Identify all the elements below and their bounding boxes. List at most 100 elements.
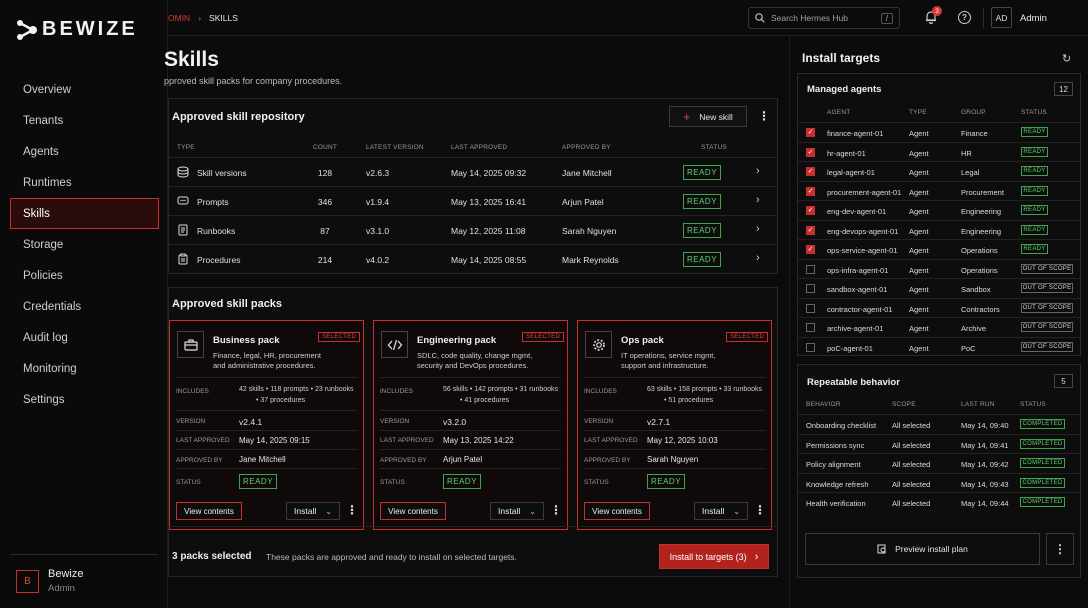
pack-card-business-pack[interactable]: Business pack SELECTED Finance, legal, HR,… <box>169 320 364 530</box>
table-row[interactable]: sandbox-agent-01 Agent Sandbox OUT OF SCOPE <box>798 278 1080 298</box>
agent-checkbox[interactable]: ✓ <box>806 245 815 254</box>
agent-checkbox[interactable] <box>806 303 815 313</box>
divider <box>176 377 357 378</box>
sidebar-item-overview[interactable]: Overview <box>23 84 71 96</box>
table-row[interactable]: Onboarding checklist All selected May 14, … <box>798 414 1080 434</box>
search-input[interactable] <box>771 13 871 23</box>
install-dropdown-button[interactable]: Install ⌄ <box>490 502 544 520</box>
sidebar-item-audit-log[interactable]: Audit log <box>23 332 68 344</box>
table-row[interactable]: poC-agent-01 Agent PoC OUT OF SCOPE <box>798 336 1080 357</box>
agent-name: poC-agent-01 <box>827 343 873 353</box>
sidebar-item-runtimes[interactable]: Runtimes <box>23 177 72 189</box>
agent-status-badge: READY <box>1021 127 1048 137</box>
agent-checkbox[interactable]: ✓ <box>806 225 815 235</box>
table-row[interactable]: Permissions sync All selected May 14, 09:4… <box>798 433 1080 454</box>
agent-checkbox[interactable] <box>806 264 815 274</box>
pack-more-icon[interactable]: ⋮ <box>346 503 358 517</box>
install-dropdown-button[interactable]: Install ⌄ <box>694 502 748 520</box>
bell-icon[interactable] <box>924 10 938 24</box>
brand-logo[interactable]: BEWIZE <box>16 18 138 41</box>
agent-checkbox[interactable]: ✓ <box>806 206 815 215</box>
sidebar-item-settings[interactable]: Settings <box>23 394 65 406</box>
table-row[interactable]: ✓ eng-dev-agent-01 Agent Engineering READY <box>798 200 1080 220</box>
repository-more-icon[interactable]: ⋮ <box>758 109 770 123</box>
table-row[interactable]: ✓ finance-agent-01 Agent Finance READY <box>798 122 1080 142</box>
table-row[interactable]: ✓ ops-service-agent-01 Agent Operations READ… <box>798 239 1080 259</box>
approved-by-value: Jane Mitchell <box>239 455 286 464</box>
new-skill-button[interactable]: + New skill <box>669 106 747 127</box>
preview-icon <box>877 544 886 554</box>
account-avatar[interactable]: AD <box>991 7 1012 28</box>
agent-checkbox[interactable]: ✓ <box>806 167 815 176</box>
help-icon[interactable]: ? <box>958 11 971 24</box>
sidebar-item-monitoring[interactable]: Monitoring <box>23 363 77 375</box>
code-icon <box>381 331 408 358</box>
sidebar-item-agents[interactable]: Agents <box>23 146 59 158</box>
search-box[interactable]: / <box>748 7 900 29</box>
pack-more-icon[interactable]: ⋮ <box>754 503 766 517</box>
row-type: Procedures <box>197 255 241 265</box>
refresh-icon[interactable]: ↻ <box>1062 53 1072 65</box>
view-contents-button[interactable]: View contents <box>176 502 242 520</box>
repeatable-behavior-box: Repeatable behavior 5 BEHAVIOR SCOPE LAST … <box>797 364 1081 578</box>
preview-more-button[interactable]: ⋮ <box>1046 533 1074 565</box>
table-row[interactable]: Knowledge refresh All selected May 14, 09:… <box>798 472 1080 493</box>
agent-name: contractor-agent-01 <box>827 304 893 314</box>
behavior-last-run: May 14, 09:42 <box>961 460 1009 469</box>
pack-more-icon[interactable]: ⋮ <box>550 503 562 517</box>
agent-checkbox[interactable]: ✓ <box>806 186 815 196</box>
table-row[interactable]: ✓ procurement-agent-01 Agent Procurement REA… <box>798 180 1080 201</box>
sidebar-item-skills[interactable]: Skills <box>10 198 159 229</box>
preview-install-plan-button[interactable]: Preview install plan <box>805 533 1040 565</box>
table-row[interactable]: archive-agent-01 Agent Archive OUT OF SCOPE <box>798 317 1080 337</box>
chevron-right-icon[interactable]: › <box>756 165 760 177</box>
preview-install-plan-label: Preview install plan <box>895 544 968 554</box>
install-to-targets-button[interactable]: Install to targets (3) › <box>659 544 769 569</box>
chevron-right-icon[interactable]: › <box>756 223 760 235</box>
agent-status-badge: OUT OF SCOPE <box>1021 263 1073 274</box>
view-contents-button[interactable]: View contents <box>380 502 446 520</box>
agent-checkbox[interactable] <box>806 323 815 332</box>
user-profile[interactable]: B Bewize Admin <box>16 568 83 594</box>
table-row[interactable]: Policy alignment All selected May 14, 09:4… <box>798 453 1080 473</box>
agent-checkbox[interactable] <box>806 284 815 293</box>
view-contents-button[interactable]: View contents <box>584 502 650 520</box>
install-dropdown-button[interactable]: Install ⌄ <box>286 502 340 520</box>
table-row[interactable]: ops-infra-agent-01 Agent Operations OUT OF … <box>798 258 1080 279</box>
agent-type: Agent <box>909 207 929 216</box>
sidebar-item-policies[interactable]: Policies <box>23 270 63 282</box>
sidebar-item-tenants[interactable]: Tenants <box>23 115 64 127</box>
pack-description: IT operations, service mgmt, <box>621 351 716 360</box>
table-row[interactable]: Health verification All selected May 14, 0… <box>798 492 1080 512</box>
table-row[interactable]: Skill versions 128 v2.6.3 May 14, 2025 09:3… <box>169 157 777 186</box>
account-name[interactable]: Admin <box>1020 13 1047 24</box>
table-row[interactable]: Prompts 346 v1.9.4 May 13, 2025 16:41 Arjun … <box>169 186 777 215</box>
sidebar-item-credentials[interactable]: Credentials <box>23 301 82 313</box>
pack-card-ops-pack[interactable]: Ops pack SELECTED IT operations, service m… <box>577 320 772 530</box>
agent-checkbox[interactable] <box>806 342 815 352</box>
agents-col-agent: AGENT <box>827 109 851 116</box>
status-badge: READY <box>683 194 721 209</box>
sidebar-item-storage[interactable]: Storage <box>23 239 64 251</box>
table-row[interactable]: ✓ eng-devops-agent-01 Agent Engineering READ… <box>798 219 1080 240</box>
agent-checkbox[interactable]: ✓ <box>806 128 815 137</box>
status-label: STATUS <box>584 479 609 486</box>
behavior-col-last-run: LAST RUN <box>961 401 995 408</box>
status-label: STATUS <box>380 479 405 486</box>
chevron-right-icon[interactable]: › <box>756 194 760 206</box>
table-row[interactable]: Procedures 214 v4.0.2 May 14, 2025 08:55 Mar… <box>169 244 777 273</box>
behavior-scope: All selected <box>892 479 931 489</box>
table-row[interactable]: Runbooks 87 v3.1.0 May 12, 2025 11:08 Sarah … <box>169 215 777 244</box>
agent-checkbox[interactable]: ✓ <box>806 147 815 157</box>
pack-card-engineering-pack[interactable]: Engineering pack SELECTED SDLC, code quali… <box>373 320 568 530</box>
packs-footer-note: These packs are approved and ready to in… <box>266 552 517 562</box>
behavior-status-badge: COMPLETED <box>1020 458 1065 468</box>
breadcrumb-admin[interactable]: OMIN <box>168 13 191 23</box>
agent-status-badge: READY <box>1021 244 1048 254</box>
table-row[interactable]: ✓ legal-agent-01 Agent Legal READY <box>798 161 1080 181</box>
chevron-right-icon[interactable]: › <box>756 252 760 264</box>
table-row[interactable]: contractor-agent-01 Agent Contractors OUT O… <box>798 297 1080 318</box>
plus-icon: + <box>683 109 691 124</box>
table-row[interactable]: ✓ hr-agent-01 Agent HR READY <box>798 141 1080 162</box>
agent-type: Agent <box>909 285 929 294</box>
